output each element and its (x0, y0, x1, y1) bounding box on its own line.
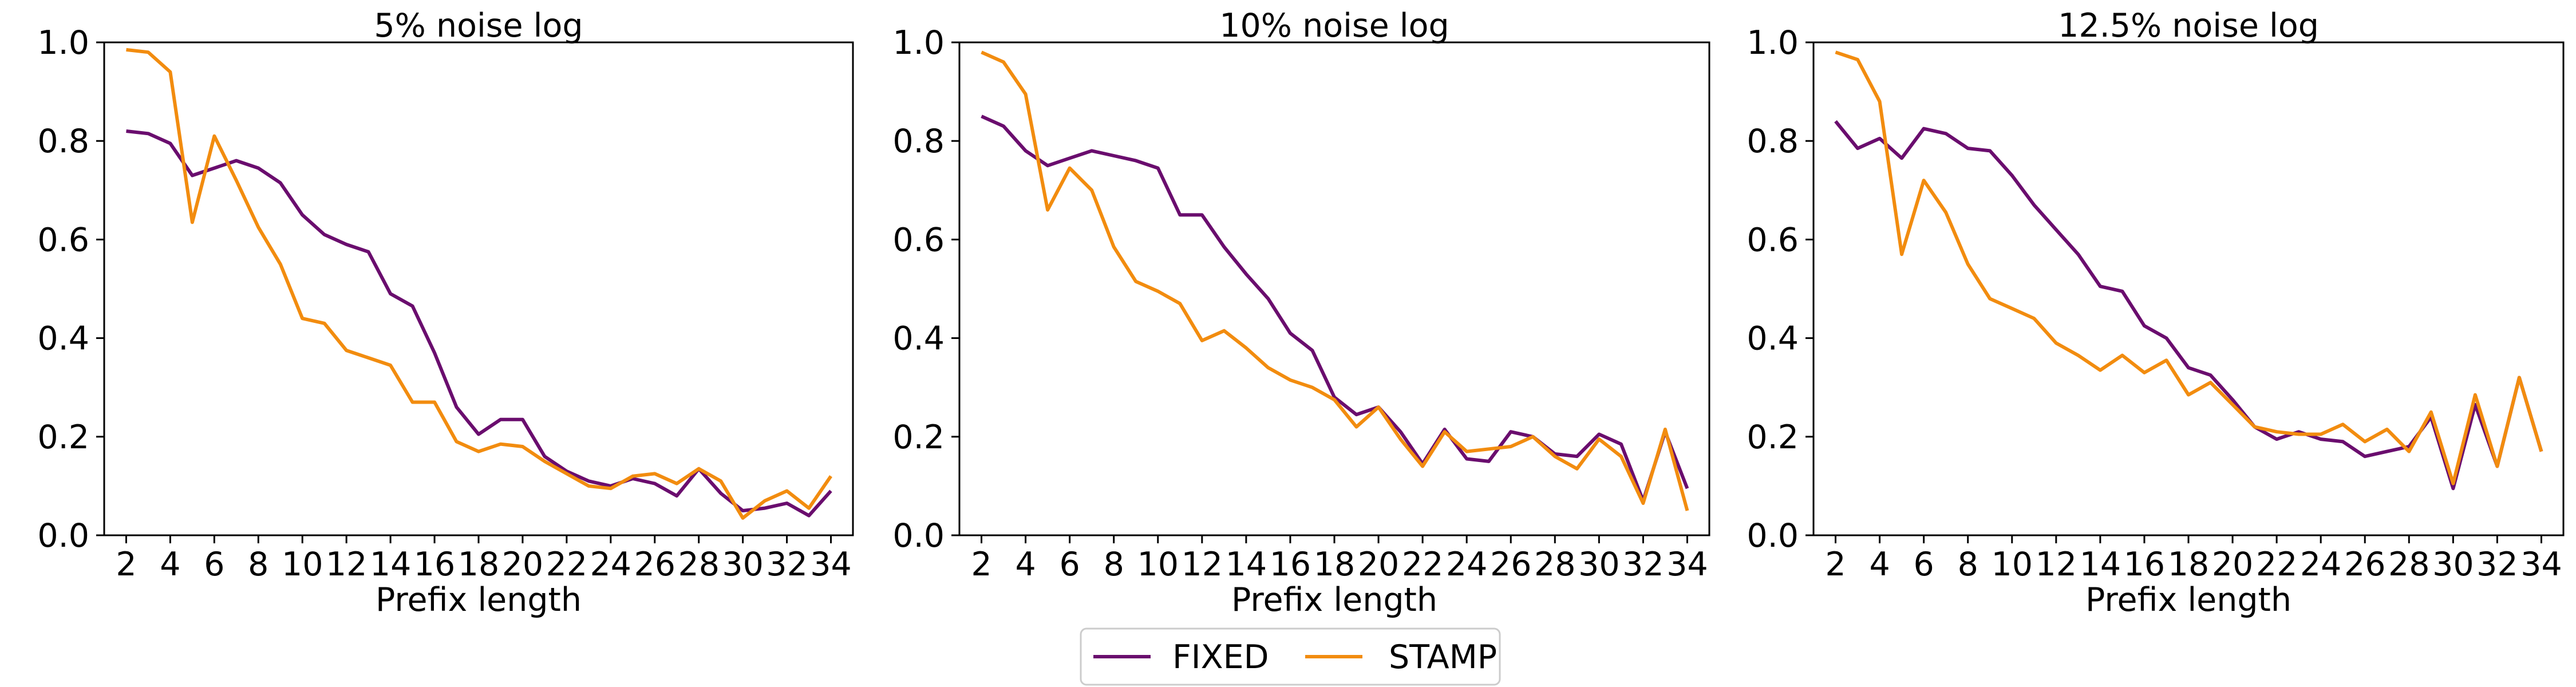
x-tick-label: 8 (248, 546, 268, 583)
chart-title: 10% noise log (1219, 7, 1449, 45)
x-tick-label: 20 (1358, 546, 1400, 583)
x-tick-label: 32 (2476, 546, 2518, 583)
x-tick-label: 34 (1666, 546, 1708, 583)
y-tick-label: 0.0 (1747, 517, 1799, 555)
y-tick-label: 0.8 (37, 123, 89, 160)
x-tick-label: 8 (1104, 546, 1124, 583)
x-axis-label: Prefix length (1231, 581, 1437, 619)
legend-label-fixed: FIXED (1172, 638, 1269, 676)
x-tick-label: 26 (1490, 546, 1532, 583)
x-tick-label: 30 (2432, 546, 2474, 583)
x-tick-label: 16 (1270, 546, 1311, 583)
y-tick-label: 0.2 (1747, 418, 1799, 456)
x-tick-label: 6 (1060, 546, 1080, 583)
x-tick-label: 16 (414, 546, 456, 583)
x-tick-label: 2 (971, 546, 991, 583)
x-axis-label: Prefix length (376, 581, 582, 619)
x-tick-label: 10 (1137, 546, 1179, 583)
x-tick-label: 28 (2388, 546, 2430, 583)
chart-panel-2: 2 4 6 8 10 12 14 16 18 20 22 24 26 28 30 32 340.00.20.40… (892, 7, 1710, 619)
x-tick-label: 26 (2344, 546, 2386, 583)
axes-frame (1812, 41, 2565, 536)
y-tick-label: 1.0 (37, 24, 89, 62)
x-tick-label: 32 (1622, 546, 1664, 583)
y-tick-label: 1.0 (892, 24, 945, 62)
x-tick-label: 34 (2520, 546, 2562, 583)
x-tick-label: 6 (204, 546, 224, 583)
chart-title: 5% noise log (374, 7, 583, 45)
x-tick-label: 12 (2036, 546, 2077, 583)
y-tick-label: 0.6 (37, 221, 89, 259)
y-tick-label: 0.6 (1747, 221, 1799, 259)
x-tick-label: 6 (1914, 546, 1934, 583)
x-tick-label: 14 (370, 546, 412, 583)
x-tick-label: 18 (2168, 546, 2210, 583)
x-tick-label: 16 (2124, 546, 2166, 583)
x-tick-label: 2 (116, 546, 136, 583)
x-tick-label: 28 (1534, 546, 1576, 583)
series-line-fixed (981, 114, 1689, 503)
series-line-stamp (126, 48, 832, 520)
x-tick-label: 34 (810, 546, 852, 583)
x-tick-label: 14 (2080, 546, 2121, 583)
series-line-fixed (126, 129, 832, 518)
x-tick-label: 20 (2212, 546, 2254, 583)
y-tick-label: 0.0 (892, 517, 945, 555)
y-tick-label: 0.4 (892, 320, 945, 358)
y-tick-label: 0.2 (892, 418, 945, 456)
x-tick-label: 4 (160, 546, 180, 583)
x-tick-label: 12 (326, 546, 368, 583)
x-tick-label: 2 (1825, 546, 1846, 583)
y-tick-label: 0.0 (37, 517, 89, 555)
series-line-fixed (1834, 120, 2543, 491)
y-tick-label: 0.2 (37, 418, 89, 456)
chart-panel-3: 2 4 6 8 10 12 14 16 18 20 22 24 26 28 30 32 340.00.20.40… (1747, 7, 2565, 619)
x-tick-label: 22 (546, 546, 588, 583)
x-axis-label: Prefix length (2085, 581, 2291, 619)
x-tick-label: 30 (1578, 546, 1620, 583)
legend-label-stamp: STAMP (1389, 638, 1497, 676)
x-tick-label: 10 (282, 546, 323, 583)
x-tick-label: 32 (766, 546, 808, 583)
series-line-stamp (1835, 50, 2543, 485)
chart-panel-1: 2 4 6 8 10 12 14 16 18 20 22 24 26 28 30 32 340.00.20.40… (37, 7, 854, 619)
x-tick-label: 20 (502, 546, 544, 583)
chart-title: 12.5% noise log (2058, 7, 2319, 45)
x-tick-label: 24 (590, 546, 632, 583)
y-tick-label: 1.0 (1747, 24, 1799, 62)
x-tick-label: 4 (1869, 546, 1890, 583)
y-tick-label: 0.8 (892, 123, 945, 160)
x-tick-label: 10 (1991, 546, 2033, 583)
x-tick-label: 8 (1958, 546, 1978, 583)
x-tick-label: 4 (1015, 546, 1036, 583)
y-tick-label: 0.6 (892, 221, 945, 259)
x-tick-label: 24 (1446, 546, 1488, 583)
chart-panels: 2 4 6 8 10 12 14 16 18 20 22 24 26 28 30 32 340.00.20.40… (37, 7, 2565, 619)
x-tick-label: 26 (634, 546, 675, 583)
y-tick-label: 0.4 (37, 320, 89, 358)
y-tick-label: 0.4 (1747, 320, 1799, 358)
y-tick-label: 0.8 (1747, 123, 1799, 160)
legend-frame (1080, 627, 1501, 686)
x-tick-label: 24 (2300, 546, 2342, 583)
series-line-stamp (981, 50, 1689, 511)
x-tick-label: 18 (458, 546, 500, 583)
x-tick-label: 28 (678, 546, 720, 583)
x-tick-label: 30 (722, 546, 764, 583)
x-tick-label: 12 (1182, 546, 1223, 583)
legend: FIXED STAMP (1080, 627, 1501, 686)
x-tick-label: 18 (1314, 546, 1356, 583)
axes-frame (958, 41, 1710, 536)
x-tick-label: 22 (1402, 546, 1444, 583)
x-tick-label: 22 (2256, 546, 2298, 583)
x-tick-label: 14 (1226, 546, 1267, 583)
axes-frame (103, 41, 854, 536)
